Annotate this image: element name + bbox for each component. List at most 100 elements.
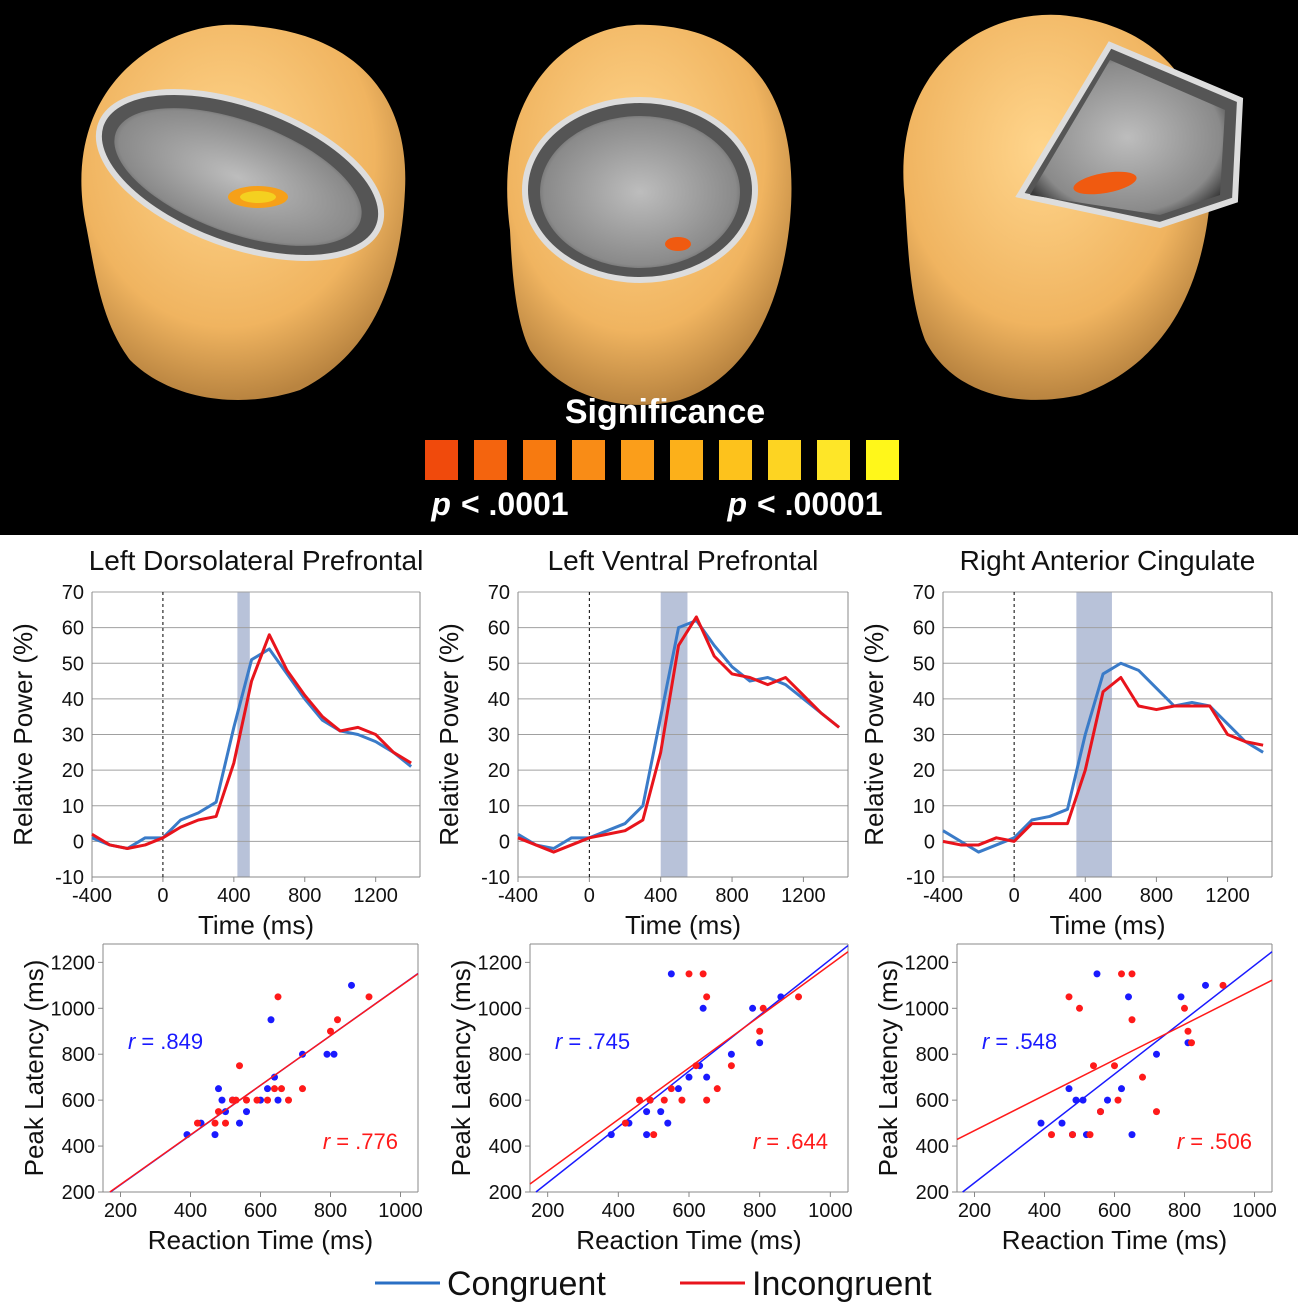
- correlation-label: r= .644: [753, 1129, 828, 1154]
- x-tick-label: 400: [644, 885, 677, 907]
- legend-label: Congruent: [447, 1265, 606, 1303]
- label: = .644: [766, 1129, 828, 1154]
- x-tick-label: 600: [672, 1200, 705, 1222]
- point: [212, 1120, 219, 1127]
- point: [1080, 1097, 1087, 1104]
- label: = .506: [1190, 1129, 1252, 1154]
- point: [703, 1074, 710, 1081]
- y-tick-label: 800: [916, 1044, 949, 1066]
- label: < .00001: [757, 486, 882, 522]
- y-tick-label: 50: [62, 653, 84, 675]
- point: [749, 1005, 756, 1012]
- point: [243, 1108, 250, 1115]
- point: [795, 993, 802, 1000]
- point: [714, 1085, 721, 1092]
- y-tick-label: 10: [913, 796, 935, 818]
- x-tick-label: 1000: [378, 1200, 423, 1222]
- point: [1220, 982, 1227, 989]
- y-tick-label: 60: [488, 618, 510, 640]
- point: [194, 1120, 201, 1127]
- point: [222, 1120, 229, 1127]
- y-tick-label: 400: [489, 1136, 522, 1158]
- y-tick-label: 50: [488, 653, 510, 675]
- y-axis-label: Peak Latency (ms): [19, 960, 49, 1177]
- point: [703, 993, 710, 1000]
- point: [1038, 1120, 1045, 1127]
- point: [686, 970, 693, 977]
- correlation-label: r= .506: [1177, 1129, 1252, 1154]
- x-tick-label: 400: [1069, 885, 1102, 907]
- point: [275, 993, 282, 1000]
- symbol: p: [727, 486, 748, 522]
- y-tick-label: 600: [62, 1090, 95, 1112]
- point: [1153, 1108, 1160, 1115]
- correlation-label: r= .745: [555, 1029, 630, 1054]
- point: [675, 1085, 682, 1092]
- y-tick-label: 0: [924, 831, 935, 853]
- x-axis-label: Time (ms): [625, 910, 741, 940]
- point: [1129, 1131, 1136, 1138]
- point: [686, 1074, 693, 1081]
- x-tick-label: 0: [157, 885, 168, 907]
- y-tick-label: 600: [489, 1090, 522, 1112]
- x-tick-label: 800: [715, 885, 748, 907]
- point: [622, 1120, 629, 1127]
- y-tick-label: 20: [488, 760, 510, 782]
- x-tick-label: 800: [1168, 1200, 1201, 1222]
- point: [268, 1016, 275, 1023]
- point: [219, 1097, 226, 1104]
- x-axis-label: Time (ms): [198, 910, 314, 940]
- point: [1118, 970, 1125, 977]
- symbol: r: [753, 1129, 762, 1154]
- y-tick-label: 0: [499, 831, 510, 853]
- point: [1185, 1028, 1192, 1035]
- y-tick-label: 40: [913, 689, 935, 711]
- point: [728, 1051, 735, 1058]
- y-tick-label: 60: [62, 618, 84, 640]
- point: [278, 1085, 285, 1092]
- point: [636, 1097, 643, 1104]
- x-tick-label: 1200: [353, 885, 398, 907]
- point: [1129, 970, 1136, 977]
- point: [756, 1028, 763, 1035]
- x-tick-label: 800: [288, 885, 321, 907]
- point: [1115, 1097, 1122, 1104]
- x-tick-label: 1000: [808, 1200, 853, 1222]
- swatch: [670, 440, 703, 480]
- x-tick-label: -400: [72, 885, 112, 907]
- swatch: [866, 440, 899, 480]
- point: [285, 1097, 292, 1104]
- x-tick-label: 400: [1028, 1200, 1061, 1222]
- point: [1178, 993, 1185, 1000]
- point: [1097, 1108, 1104, 1115]
- point: [264, 1085, 271, 1092]
- figure: Significance p< .0001 p< .00001 -1001020…: [0, 0, 1298, 1305]
- y-tick-label: 50: [913, 653, 935, 675]
- point: [271, 1085, 278, 1092]
- y-tick-label: 1200: [478, 952, 523, 974]
- x-tick-label: 0: [584, 885, 595, 907]
- label: = .548: [995, 1029, 1057, 1054]
- label: = .745: [568, 1029, 630, 1054]
- x-tick-label: 800: [314, 1200, 347, 1222]
- y-axis-label: Relative Power (%): [859, 623, 889, 846]
- point: [236, 1062, 243, 1069]
- x-tick-label: 1000: [1232, 1200, 1277, 1222]
- x-axis-label: Time (ms): [1049, 910, 1165, 940]
- y-tick-label: 10: [488, 796, 510, 818]
- symbol: r: [128, 1029, 137, 1054]
- y-tick-label: 30: [913, 725, 935, 747]
- fit-line: [110, 974, 418, 1192]
- point: [1153, 1051, 1160, 1058]
- point: [366, 993, 373, 1000]
- y-axis-label: Peak Latency (ms): [873, 960, 903, 1177]
- swatch: [768, 440, 801, 480]
- scale-title: Significance: [565, 393, 765, 431]
- x-tick-label: 0: [1009, 885, 1020, 907]
- symbol: r: [1177, 1129, 1186, 1154]
- y-tick-label: 400: [916, 1136, 949, 1158]
- fit-line: [536, 946, 848, 1192]
- x-tick-label: 600: [1098, 1200, 1131, 1222]
